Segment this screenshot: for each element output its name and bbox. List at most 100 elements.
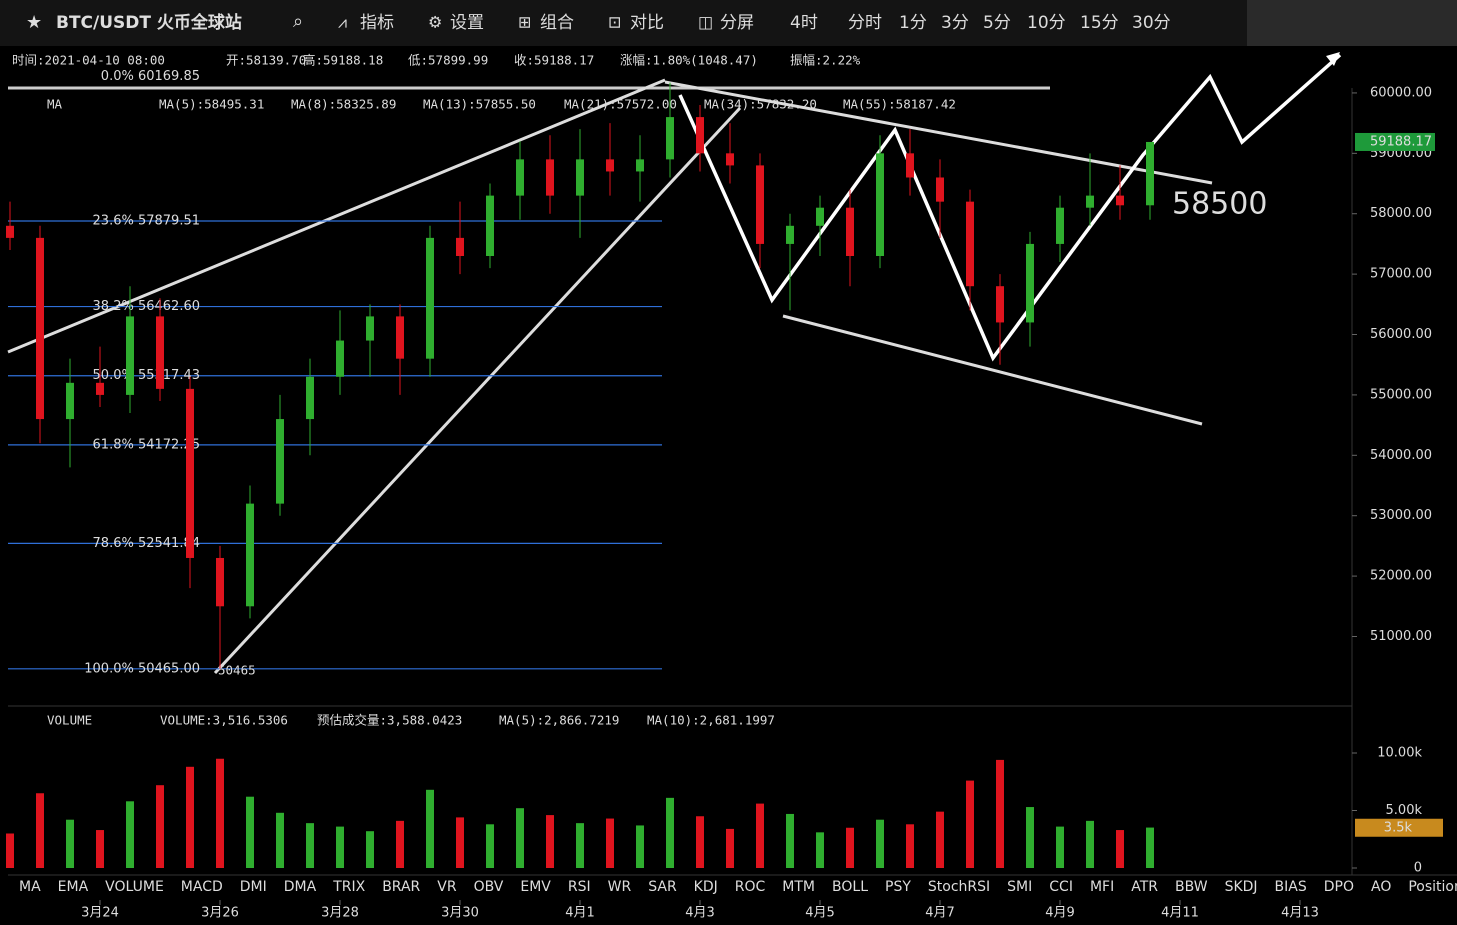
x-tick-label: 3月24: [81, 906, 119, 921]
volume-bar: [156, 785, 164, 868]
indicator-tab[interactable]: MFI: [1090, 879, 1114, 895]
period-button[interactable]: 4时: [790, 13, 818, 33]
y-tick-label: 10.00k: [1377, 746, 1422, 761]
indicator-tab[interactable]: Position: [1408, 879, 1457, 895]
period-button[interactable]: 5分: [983, 13, 1011, 33]
tool-icon[interactable]: ⩘: [338, 13, 347, 32]
info-field: 时间:2021-04-10 08:00: [12, 53, 165, 68]
ma-value: MA(8):58325.89: [291, 97, 396, 112]
indicator-tab[interactable]: ATR: [1131, 879, 1158, 895]
indicator-tab[interactable]: MA: [19, 879, 41, 895]
symbol[interactable]: BTC/USDT 火币全球站: [56, 12, 242, 33]
last-price-box: [1355, 132, 1435, 151]
candle-body: [336, 340, 344, 377]
indicator-tab[interactable]: BOLL: [832, 879, 868, 895]
volume-bar: [786, 813, 794, 868]
y-tick-label: 51000.00: [1370, 629, 1432, 644]
fib-label: 0.0% 60169.85: [101, 69, 200, 84]
tool-button[interactable]: 组合: [540, 13, 574, 33]
indicator-tab[interactable]: DMI: [240, 879, 267, 895]
volume-bar: [126, 801, 134, 868]
indicator-tab[interactable]: StochRSI: [928, 879, 990, 895]
indicator-tab[interactable]: SMI: [1007, 879, 1032, 895]
info-field: 高:59188.18: [303, 53, 383, 68]
volume-bar: [996, 759, 1004, 868]
y-tick-label: 60000.00: [1370, 85, 1432, 100]
tool-icon[interactable]: ⚙: [428, 13, 442, 32]
period-button[interactable]: 1分: [899, 13, 927, 33]
indicator-tab[interactable]: AO: [1371, 879, 1391, 895]
search-icon[interactable]: ⌕: [293, 11, 303, 32]
indicator-tab[interactable]: EMV: [520, 879, 551, 895]
period-button[interactable]: 15分: [1080, 13, 1119, 33]
tool-button[interactable]: 分屏: [720, 13, 754, 33]
indicator-tab[interactable]: SKDJ: [1225, 879, 1258, 895]
favorite-star[interactable]: ★: [26, 12, 42, 33]
y-tick-label: 0: [1414, 861, 1422, 876]
candle-body: [606, 159, 614, 172]
y-tick-label: 56000.00: [1370, 327, 1432, 342]
volume-bar: [816, 832, 824, 868]
volume-bar: [936, 811, 944, 868]
indicator-name: MA: [47, 97, 63, 112]
indicator-tab[interactable]: PSY: [885, 879, 911, 895]
tool-button[interactable]: 指标: [360, 13, 394, 33]
volume-bar: [216, 758, 224, 868]
last-volume: 3.5k: [1384, 820, 1413, 835]
indicator-tab[interactable]: VOLUME: [105, 879, 164, 895]
tool-icon[interactable]: ◫: [698, 13, 713, 32]
volume-bar: [186, 766, 194, 868]
volume-bar: [576, 823, 584, 868]
x-tick-label: 3月30: [441, 906, 479, 921]
x-tick-label: 4月5: [805, 906, 835, 921]
indicator-tab[interactable]: SAR: [648, 879, 677, 895]
tool-icon[interactable]: ⊞: [518, 13, 531, 32]
info-field: 振幅:2.22%: [790, 53, 861, 68]
drawings: [7, 78, 1213, 675]
indicator-tab[interactable]: WR: [608, 879, 632, 895]
period-button[interactable]: 10分: [1027, 13, 1066, 33]
indicator-tab[interactable]: ROC: [735, 879, 766, 895]
candle-body: [726, 153, 734, 166]
candle-body: [636, 159, 644, 172]
indicator-tab[interactable]: VR: [437, 879, 457, 895]
fib-label: 78.6% 52541.84: [93, 536, 200, 551]
low-marker: 50465: [218, 662, 256, 677]
indicator-tab[interactable]: MACD: [181, 879, 223, 895]
drawing-tools[interactable]: [1247, 0, 1457, 46]
fib-label: 23.6% 57879.51: [93, 214, 200, 229]
period-button[interactable]: 3分: [941, 13, 969, 33]
volume-bar: [756, 803, 764, 868]
candle-body: [756, 165, 764, 244]
candle-body: [816, 207, 824, 226]
candle-body: [666, 117, 674, 160]
candle-body: [1146, 141, 1154, 206]
info-field: 低:57899.99: [408, 53, 488, 68]
indicator-tab[interactable]: TRIX: [332, 879, 365, 895]
indicator-tab[interactable]: BIAS: [1275, 879, 1307, 895]
period-button[interactable]: 30分: [1132, 13, 1171, 33]
y-tick-label: 5.00k: [1386, 803, 1423, 818]
volume-bar: [66, 819, 74, 868]
indicator-tab[interactable]: CCI: [1049, 879, 1073, 895]
indicator-tab[interactable]: DPO: [1324, 879, 1354, 895]
indicator-tab[interactable]: BBW: [1175, 879, 1208, 895]
last-volume-box: [1355, 818, 1443, 837]
indicator-tab[interactable]: KDJ: [694, 879, 718, 895]
indicator-tab[interactable]: EMA: [58, 879, 89, 895]
period-button[interactable]: 分时: [848, 13, 882, 33]
candle-body: [126, 316, 134, 395]
indicator-tab[interactable]: DMA: [284, 879, 317, 895]
indicator-tab[interactable]: OBV: [474, 879, 504, 895]
tool-button[interactable]: 对比: [630, 13, 664, 33]
tool-button[interactable]: 设置: [450, 13, 484, 33]
x-tick-label: 3月26: [201, 906, 239, 921]
indicator-tab[interactable]: BRAR: [382, 879, 420, 895]
volume-bar: [1086, 820, 1094, 868]
x-tick-label: 4月3: [685, 906, 715, 921]
indicator-tab[interactable]: MTM: [782, 879, 815, 895]
y-tick-label: 53000.00: [1370, 508, 1432, 523]
tool-icon[interactable]: ⊡: [608, 13, 621, 32]
indicator-tab[interactable]: RSI: [568, 879, 591, 895]
